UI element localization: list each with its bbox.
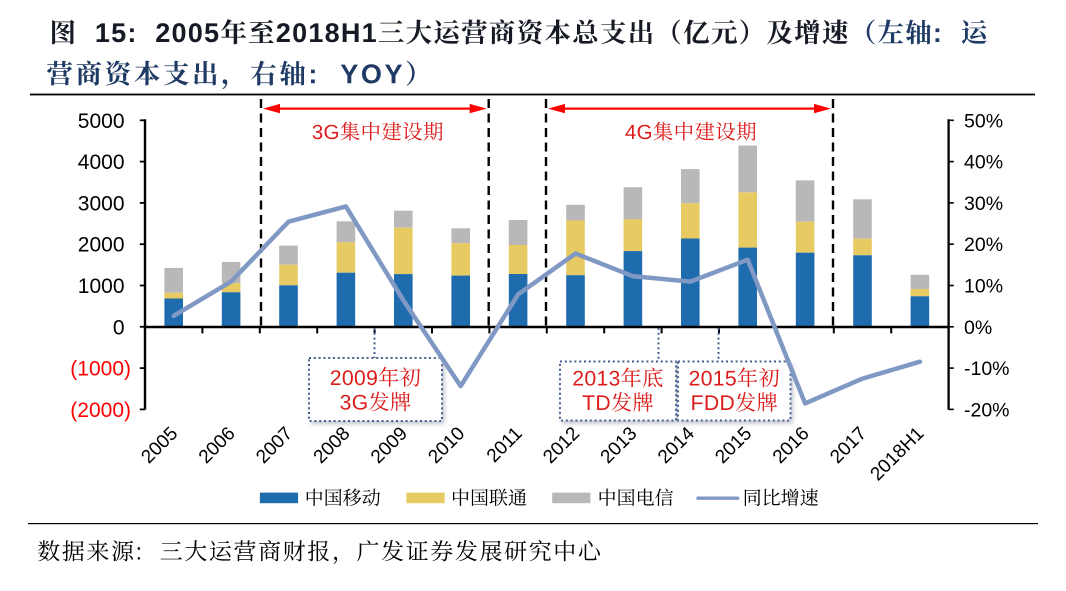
svg-text:10%: 10%	[964, 276, 1003, 298]
svg-text:2005: 2005	[137, 423, 182, 468]
svg-text:5000: 5000	[78, 110, 125, 133]
svg-text:2010: 2010	[424, 423, 469, 468]
svg-text:20%: 20%	[964, 234, 1003, 256]
svg-text:2011: 2011	[483, 423, 527, 467]
svg-text:2007: 2007	[252, 423, 297, 468]
svg-text:2015: 2015	[711, 423, 756, 468]
svg-text:2018H1: 2018H1	[867, 423, 929, 485]
svg-text:2012: 2012	[539, 423, 584, 468]
svg-text:(1000): (1000)	[70, 358, 131, 381]
svg-text:2006: 2006	[195, 423, 240, 468]
svg-text:2017: 2017	[826, 423, 871, 468]
svg-text:2014: 2014	[654, 423, 699, 468]
svg-text:50%: 50%	[964, 110, 1003, 132]
svg-text:2013: 2013	[597, 423, 642, 468]
svg-text:2016: 2016	[769, 423, 814, 468]
svg-text:40%: 40%	[964, 152, 1003, 174]
svg-text:0: 0	[113, 316, 125, 339]
svg-text:2009: 2009	[367, 423, 412, 468]
svg-text:-20%: -20%	[964, 399, 1010, 421]
svg-text:2008: 2008	[310, 423, 355, 468]
svg-text:(2000): (2000)	[70, 399, 131, 422]
svg-text:4000: 4000	[78, 151, 125, 174]
svg-text:30%: 30%	[964, 193, 1003, 215]
svg-text:3000: 3000	[78, 192, 125, 215]
svg-text:-10%: -10%	[964, 358, 1010, 380]
svg-text:0%: 0%	[964, 317, 992, 339]
svg-text:2000: 2000	[78, 234, 125, 257]
svg-text:1000: 1000	[78, 275, 125, 298]
